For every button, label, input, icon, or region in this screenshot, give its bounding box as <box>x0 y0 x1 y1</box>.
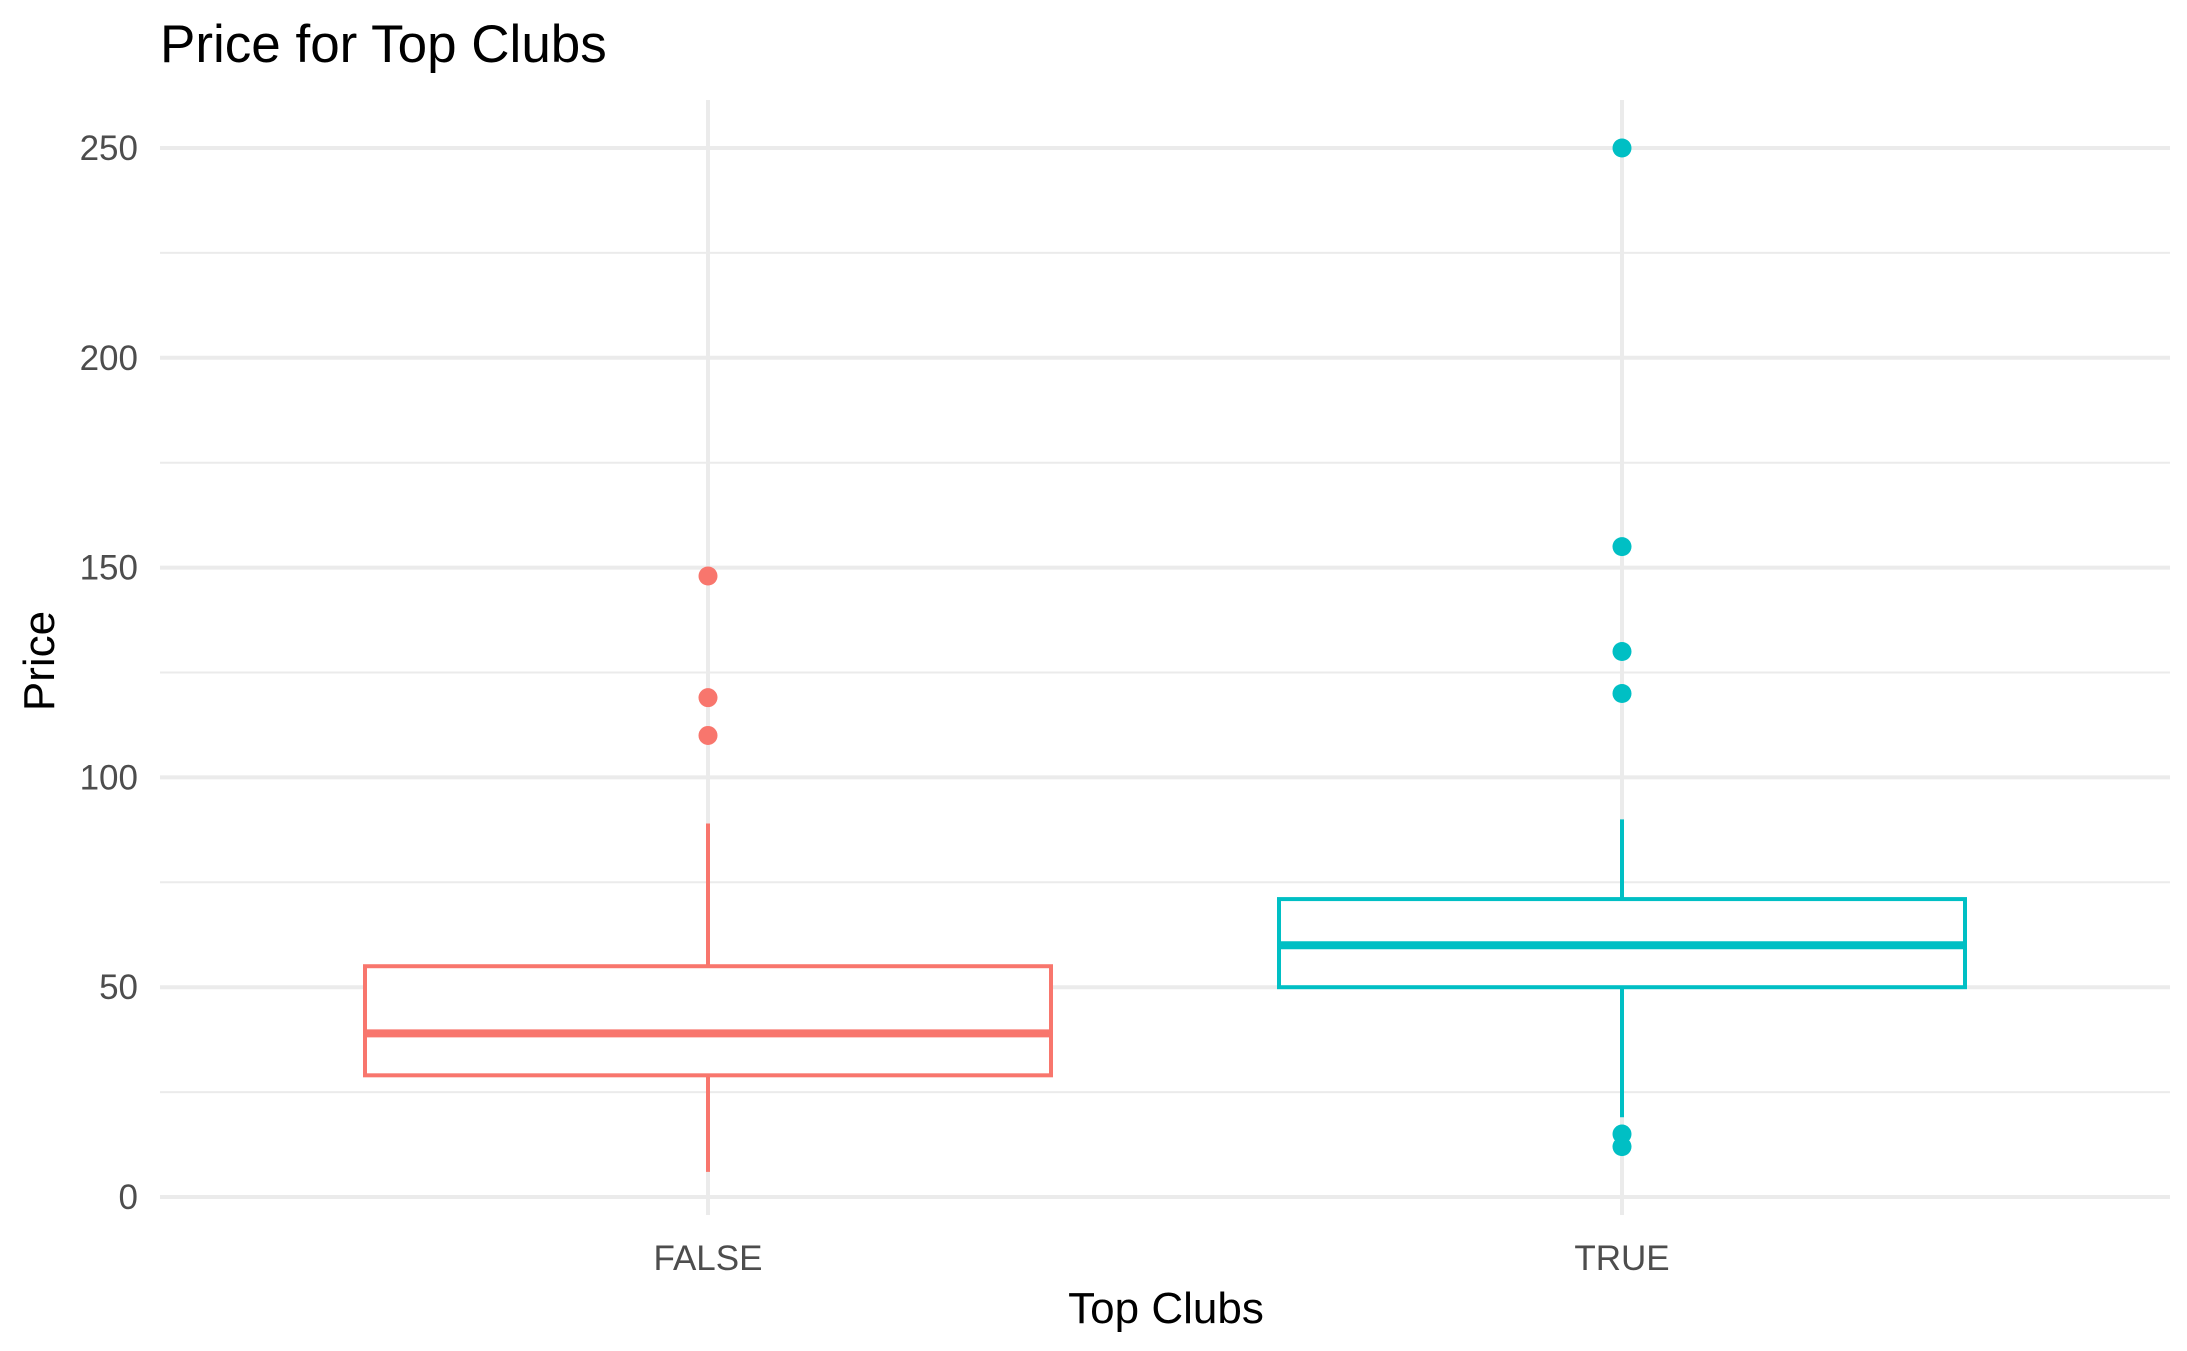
outlier-point <box>698 725 718 745</box>
outlier-point <box>1612 642 1632 662</box>
y-tick-label: 200 <box>80 339 138 378</box>
y-tick-label: 250 <box>80 129 138 168</box>
outlier-point <box>698 566 718 586</box>
y-tick-label: 50 <box>99 968 138 1007</box>
x-axis-title: Top Clubs <box>1068 1284 1264 1333</box>
outlier-point <box>1612 138 1632 158</box>
outlier-point <box>698 688 718 708</box>
y-tick-label: 150 <box>80 549 138 588</box>
y-tick-label: 0 <box>119 1178 138 1217</box>
x-tick-label: TRUE <box>1574 1239 1669 1278</box>
outlier-point <box>1612 1124 1632 1144</box>
x-tick-labels: FALSE TRUE <box>654 1239 1670 1278</box>
boxes-layer <box>363 138 1967 1172</box>
chart-title: Price for Top Clubs <box>160 15 607 74</box>
box-iqr <box>363 964 1053 1078</box>
outlier-point <box>1612 683 1632 703</box>
box-true <box>1277 138 1967 1157</box>
x-tick-label: FALSE <box>654 1239 763 1278</box>
y-tick-labels: 0 50 100 150 200 250 <box>80 129 138 1217</box>
y-tick-label: 100 <box>80 758 138 797</box>
box-false <box>363 566 1053 1172</box>
outlier-point <box>1612 537 1632 557</box>
y-axis-title: Price <box>15 611 64 711</box>
